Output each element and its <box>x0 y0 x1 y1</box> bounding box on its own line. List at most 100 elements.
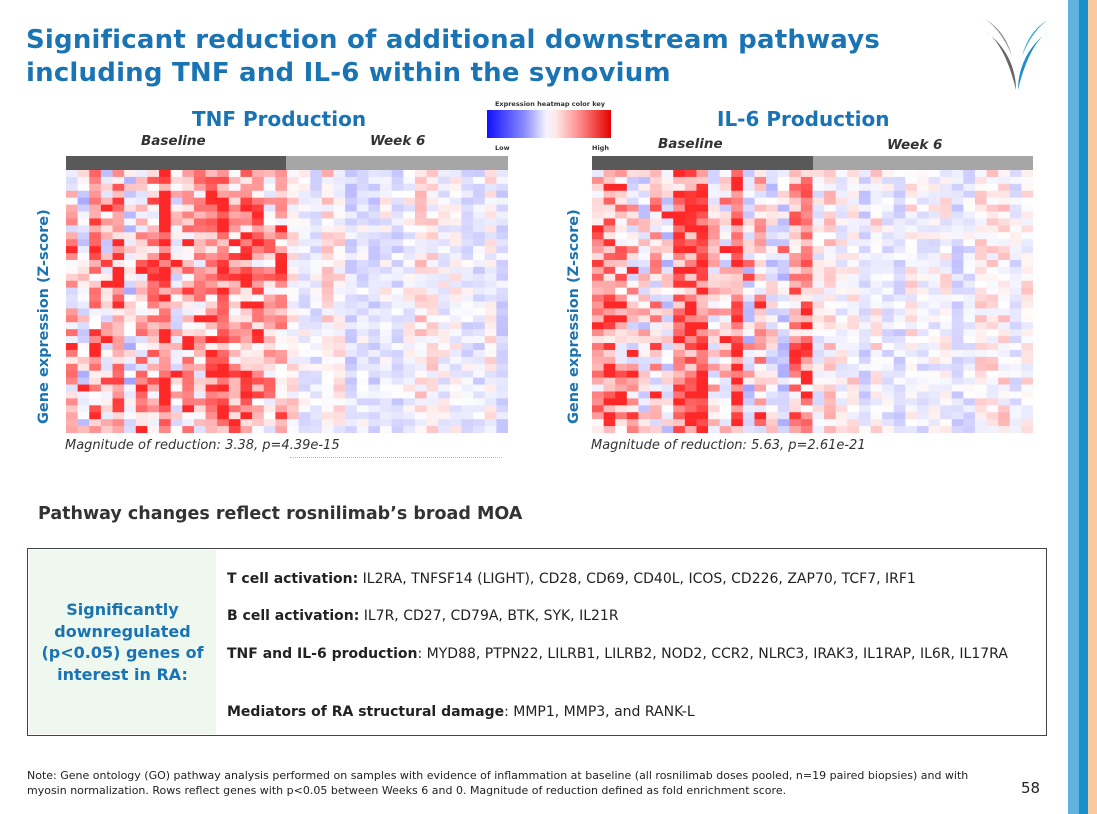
heatmap-cell <box>228 329 241 337</box>
heatmap-cell <box>205 419 218 427</box>
heatmap-cell <box>77 253 90 261</box>
heatmap-cell <box>403 308 416 316</box>
heatmap-cell <box>673 294 686 302</box>
heatmap-cell <box>824 197 837 205</box>
heatmap-cell <box>719 176 732 185</box>
heatmap-cell <box>217 176 230 185</box>
heatmap-cell <box>333 363 346 372</box>
heatmap-cell <box>870 218 883 226</box>
heatmap-cell <box>287 287 299 295</box>
heatmap-cell <box>345 384 358 392</box>
heatmap-cell <box>321 287 334 295</box>
heatmap-cell <box>835 280 848 288</box>
heatmap-cell <box>426 294 439 302</box>
heatmap-cell <box>403 398 416 406</box>
heatmap-cell <box>916 349 929 358</box>
heatmap-cell <box>974 211 987 219</box>
heatmap-cell <box>905 204 918 212</box>
heatmap-cell <box>1009 183 1022 192</box>
heatmap-cell <box>986 405 999 413</box>
heatmap-cell <box>287 329 299 337</box>
heatmap-cell <box>438 294 451 302</box>
heatmap-cell <box>951 239 964 247</box>
heatmap-cell <box>742 183 755 192</box>
heatmap-cell <box>310 259 323 268</box>
heatmap-cell <box>986 211 999 219</box>
heatmap-cell <box>275 391 288 399</box>
heatmap-cell <box>263 211 276 219</box>
heatmap-cell <box>205 363 218 372</box>
heatmap-cell <box>414 183 427 192</box>
heatmap-cell <box>754 183 767 192</box>
heatmap-cell <box>835 398 848 406</box>
heatmap-cell <box>100 204 113 212</box>
heatmap-cell <box>905 253 918 261</box>
heatmap-cell <box>592 204 604 212</box>
heatmap-cell <box>380 315 392 323</box>
heatmap-cell <box>182 273 195 282</box>
heatmap-cell <box>719 391 732 399</box>
heatmap-cell <box>951 384 964 392</box>
heatmap-cell <box>800 363 813 372</box>
heatmap-cell <box>916 287 929 295</box>
heatmap-cell <box>135 391 148 399</box>
heatmap-cell <box>473 377 486 385</box>
heatmap-cell <box>986 370 999 378</box>
heatmap-cell <box>719 398 732 406</box>
heatmap-cell <box>461 280 474 288</box>
heatmap-cell <box>100 253 113 261</box>
heatmap-cell <box>1009 204 1022 212</box>
heatmap-cell <box>824 253 837 261</box>
heatmap-cell <box>368 412 381 420</box>
heatmap-cell <box>112 197 125 205</box>
heatmap-cell <box>673 176 686 185</box>
heatmap-cell <box>100 294 113 302</box>
heatmap-cell <box>275 426 288 433</box>
heatmap-cell <box>112 204 125 212</box>
heatmap-cell <box>777 287 790 295</box>
heatmap-cell <box>100 266 113 275</box>
heatmap-cell <box>696 336 709 344</box>
heatmap-cell <box>391 218 404 226</box>
heatmap-cell <box>124 273 137 282</box>
heatmap-cell <box>650 197 662 205</box>
heatmap-cell <box>205 253 218 261</box>
heatmap-cell <box>147 259 160 268</box>
heatmap-cell <box>592 259 604 268</box>
heatmap-cell <box>252 419 265 427</box>
heatmap-cell <box>940 426 953 433</box>
heatmap-cell <box>1009 398 1022 406</box>
heatmap-cell <box>731 280 744 288</box>
heatmap-cell <box>182 391 195 399</box>
heatmap-cell <box>673 405 686 413</box>
heatmap-cell <box>217 301 230 309</box>
heatmap-cell <box>275 294 288 302</box>
heatmap-cell <box>696 280 709 288</box>
heatmap-cell <box>414 190 427 198</box>
heatmap-cell <box>1021 336 1033 344</box>
heatmap-cell <box>673 225 686 233</box>
heatmap-cell <box>252 329 265 337</box>
heatmap-cell <box>916 384 929 392</box>
heatmap-cell <box>473 315 486 323</box>
heatmap-cell <box>1009 253 1022 261</box>
heatmap-cell <box>1021 384 1033 392</box>
heatmap-cell <box>333 176 346 185</box>
heatmap-cell <box>708 273 720 282</box>
heatmap-cell <box>159 287 171 295</box>
heatmap-cell <box>333 426 346 433</box>
heatmap-cell <box>986 412 999 420</box>
heatmap-cell <box>321 308 334 316</box>
heatmap-cell <box>951 343 964 351</box>
heatmap-cell <box>77 370 90 378</box>
heatmap-cell <box>193 280 206 288</box>
heatmap-cell <box>824 336 837 344</box>
heatmap-cell <box>650 259 662 268</box>
heatmap-cell <box>321 363 334 372</box>
heatmap-cell <box>754 170 767 178</box>
heatmap-cell <box>684 266 697 275</box>
heatmap-cell <box>193 176 206 185</box>
heatmap-cell <box>124 246 137 254</box>
heatmap-cell <box>789 287 802 295</box>
heatmap-cell <box>414 426 427 433</box>
